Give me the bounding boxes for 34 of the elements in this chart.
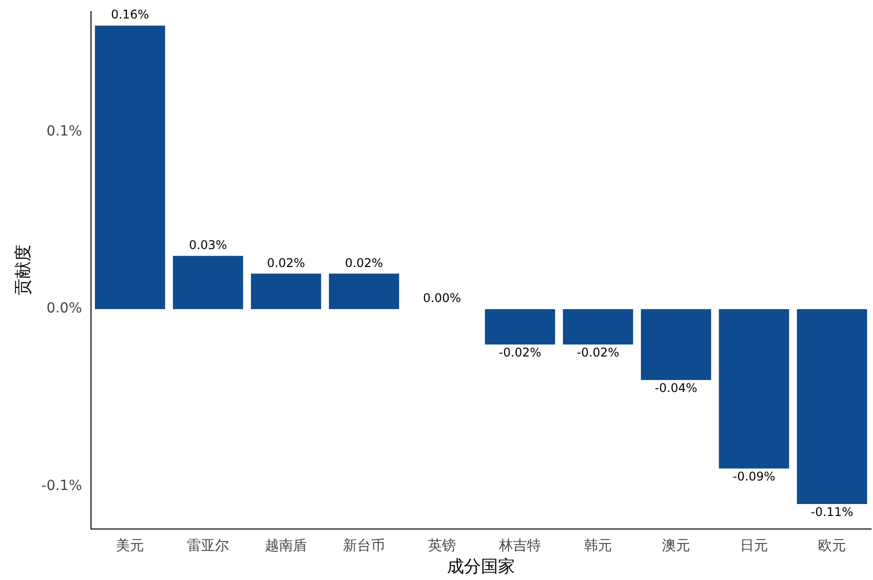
x-tick-label: 越南盾 [265, 538, 308, 554]
bar [484, 309, 556, 345]
y-tick-label: -0.1% [41, 478, 82, 494]
data-label: 0.02% [266, 256, 306, 270]
bar [718, 309, 790, 469]
data-label: 0.02% [344, 256, 384, 270]
x-tick-label: 欧元 [818, 538, 846, 554]
bar [328, 274, 400, 310]
x-tick-label: 英镑 [428, 538, 456, 554]
x-axis-title: 成分国家 [447, 557, 516, 578]
x-tick-label: 韩元 [584, 538, 612, 554]
x-tick-label: 澳元 [662, 538, 690, 554]
y-tick-label: 0.0% [46, 300, 82, 317]
x-tick-label: 新台币 [343, 538, 386, 554]
bar [94, 26, 166, 310]
x-tick-label: 雷亚尔 [187, 538, 230, 554]
x-tick-label: 林吉特 [498, 538, 542, 554]
bar [640, 309, 712, 380]
data-label: -0.02% [576, 346, 620, 360]
data-label: 0.03% [188, 238, 228, 252]
data-label: -0.04% [654, 381, 698, 396]
x-tick-label: 日元 [740, 538, 768, 554]
data-label: -0.11% [810, 505, 854, 520]
bar [172, 256, 244, 310]
bar [250, 274, 322, 310]
y-tick-label: 0.1% [46, 124, 82, 140]
data-label: -0.09% [732, 470, 776, 484]
bar [796, 309, 868, 504]
data-label: 0.16% [110, 8, 150, 22]
data-label: -0.02% [498, 346, 542, 360]
x-tick-label: 美元 [116, 538, 144, 554]
y-axis-title: 贡献度 [14, 244, 34, 296]
data-label: 0.00% [422, 291, 462, 306]
bar [562, 309, 634, 345]
